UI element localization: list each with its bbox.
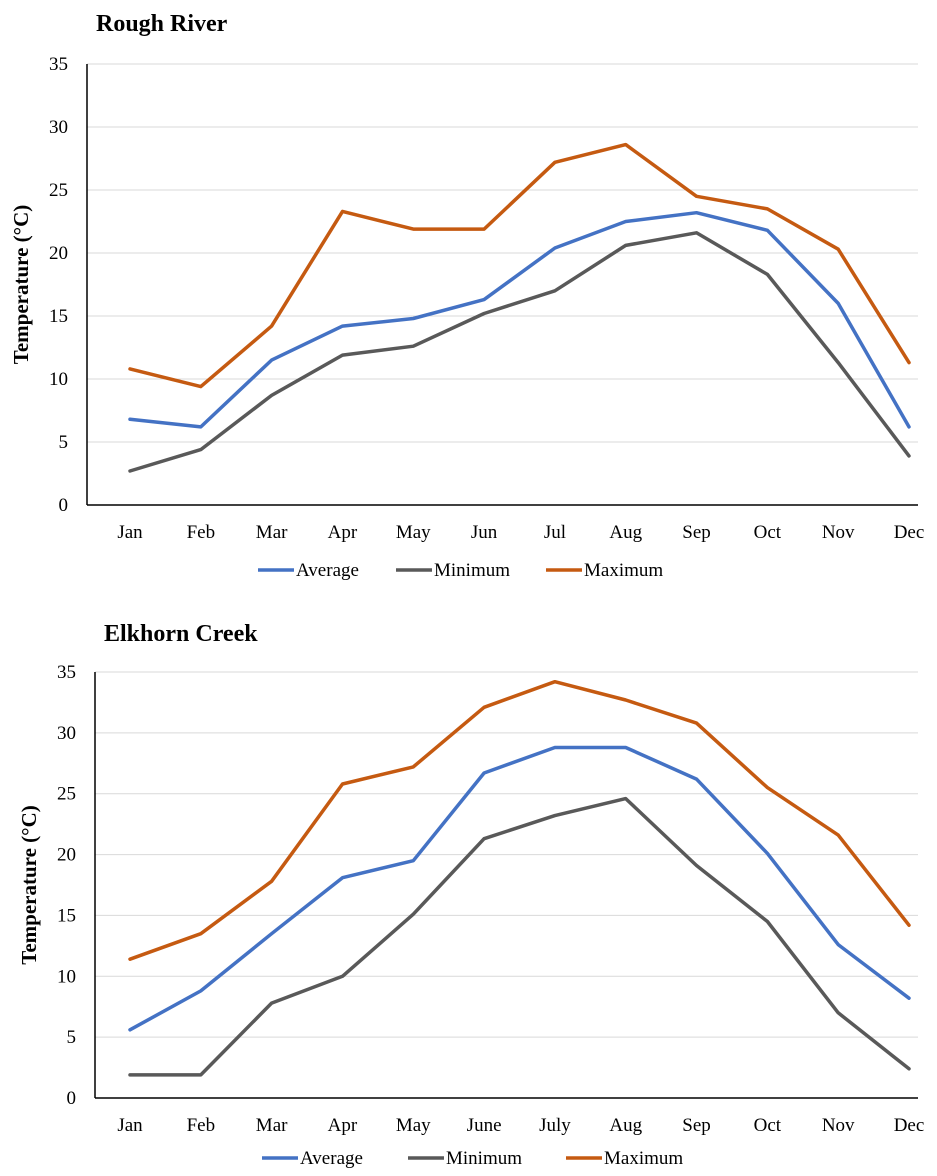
series-line-minimum bbox=[128, 231, 911, 473]
x-tick-label: Aug bbox=[609, 1115, 642, 1136]
chart-title: Elkhorn Creek bbox=[104, 621, 258, 647]
x-tick-label: Apr bbox=[328, 1115, 358, 1136]
legend-label-maximum: Maximum bbox=[584, 560, 663, 581]
x-tick-label: Oct bbox=[754, 522, 782, 543]
x-tick-label: Dec bbox=[894, 522, 925, 543]
x-tick-label: July bbox=[539, 1115, 571, 1136]
x-tick-label: Nov bbox=[822, 1115, 855, 1136]
y-axis-label: Temperature (°C) bbox=[9, 205, 33, 364]
x-tick-label: Sep bbox=[682, 522, 711, 543]
x-tick-label: Feb bbox=[187, 522, 216, 543]
series-line-maximum bbox=[128, 679, 911, 961]
x-tick-label: Sep bbox=[682, 1115, 711, 1136]
y-tick-label: 5 bbox=[59, 432, 69, 453]
y-tick-label: 0 bbox=[67, 1088, 77, 1109]
x-tick-label: June bbox=[467, 1115, 502, 1136]
x-tick-label: May bbox=[396, 522, 431, 543]
legend-label-average: Average bbox=[296, 560, 359, 581]
x-tick-label: Jan bbox=[117, 1115, 143, 1136]
legend-label-minimum: Minimum bbox=[446, 1148, 522, 1169]
legend-label-minimum: Minimum bbox=[434, 560, 510, 581]
y-tick-label: 20 bbox=[57, 845, 76, 866]
x-tick-label: Aug bbox=[609, 522, 642, 543]
legend: Average Minimum Maximum bbox=[258, 560, 663, 581]
series-line-minimum bbox=[128, 796, 911, 1077]
x-tick-label: Mar bbox=[256, 1115, 288, 1136]
y-axis-label: Temperature (°C) bbox=[17, 805, 41, 964]
chart-2: Elkhorn Creek 0 5 10 15 20 25 30 35 Temperature (… bbox=[17, 621, 924, 1169]
x-tick-label: Jul bbox=[544, 522, 566, 543]
x-tick-label: Jan bbox=[117, 522, 143, 543]
y-tick-label: 25 bbox=[49, 180, 68, 201]
y-tick-label: 20 bbox=[49, 243, 68, 264]
y-tick-label: 15 bbox=[49, 306, 68, 327]
x-tick-label: Feb bbox=[187, 1115, 216, 1136]
x-tick-label: Nov bbox=[822, 522, 855, 543]
x-tick-label: Apr bbox=[328, 522, 358, 543]
series-line-average bbox=[128, 210, 911, 429]
chart-1: Rough River 0 5 10 15 20 25 30 35 Temperature (°C… bbox=[9, 11, 924, 581]
chart-title: Rough River bbox=[96, 11, 228, 37]
legend-label-average: Average bbox=[300, 1148, 363, 1169]
y-tick-label: 5 bbox=[67, 1027, 77, 1048]
x-tick-label: Oct bbox=[754, 1115, 782, 1136]
y-tick-label: 10 bbox=[49, 369, 68, 390]
x-tick-label: Jun bbox=[471, 522, 498, 543]
series-line-maximum bbox=[128, 142, 911, 389]
y-tick-label: 25 bbox=[57, 784, 76, 805]
y-tick-label: 35 bbox=[57, 662, 76, 683]
y-tick-label: 15 bbox=[57, 905, 76, 926]
x-tick-label: Mar bbox=[256, 522, 288, 543]
y-tick-label: 30 bbox=[49, 117, 68, 138]
y-tick-label: 10 bbox=[57, 966, 76, 987]
legend-label-maximum: Maximum bbox=[604, 1148, 683, 1169]
y-tick-label: 30 bbox=[57, 723, 76, 744]
y-tick-label: 0 bbox=[59, 495, 69, 516]
legend: Average Minimum Maximum bbox=[262, 1148, 683, 1169]
series-line-average bbox=[128, 745, 911, 1032]
x-tick-label: Dec bbox=[894, 1115, 925, 1136]
y-tick-label: 35 bbox=[49, 54, 68, 75]
x-tick-label: May bbox=[396, 1115, 431, 1136]
